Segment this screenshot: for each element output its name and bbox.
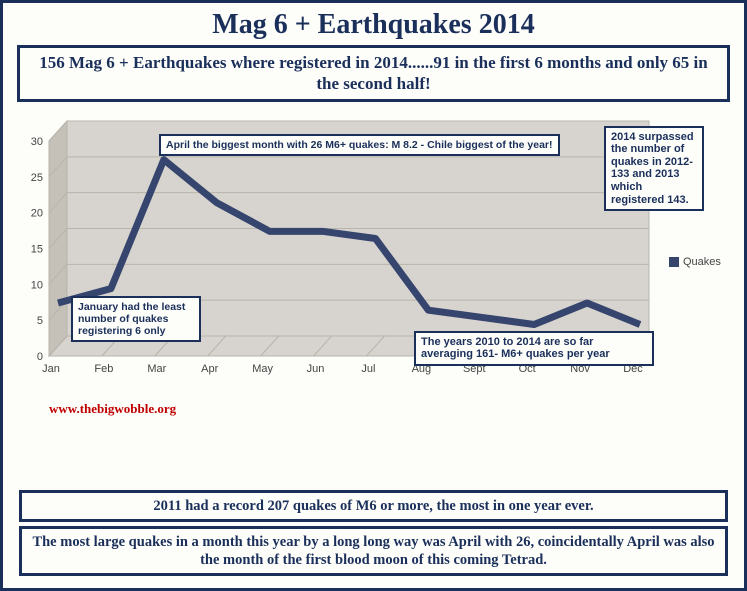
footer-note-2011: 2011 had a record 207 quakes of M6 or mo… [19,490,728,522]
legend-swatch [669,257,679,267]
legend: Quakes [669,256,721,268]
svg-text:10: 10 [31,279,43,291]
svg-text:0: 0 [37,351,43,363]
subtitle-box: 156 Mag 6 + Earthquakes where registered… [17,45,730,102]
svg-text:Jul: Jul [361,363,375,375]
callout-surpassed: 2014 surpassed the number of quakes in 2… [604,126,704,212]
callout-january: January had the least number of quakes r… [71,296,201,342]
callout-average: The years 2010 to 2014 are so far averag… [414,331,654,366]
source-url: www.thebigwobble.org [49,401,176,417]
callout-april: April the biggest month with 26 M6+ quak… [159,134,560,156]
svg-text:Apr: Apr [201,363,218,375]
svg-text:25: 25 [31,171,43,183]
footer-notes: 2011 had a record 207 quakes of M6 or mo… [9,486,738,580]
infographic-root: Mag 6 + Earthquakes 2014 156 Mag 6 + Ear… [0,0,747,591]
chart-area: 051015202530 JanFebMarAprMayJunJulAugSep… [9,106,738,436]
svg-text:Jan: Jan [42,363,60,375]
svg-text:15: 15 [31,243,43,255]
svg-text:Jun: Jun [307,363,325,375]
svg-text:Mar: Mar [147,363,166,375]
svg-text:May: May [252,363,273,375]
footer-note-april: The most large quakes in a month this ye… [19,526,728,576]
svg-text:Feb: Feb [94,363,113,375]
legend-label: Quakes [683,256,721,268]
main-title: Mag 6 + Earthquakes 2014 [9,9,738,41]
svg-text:30: 30 [31,136,43,148]
svg-text:5: 5 [37,315,43,327]
svg-text:20: 20 [31,207,43,219]
